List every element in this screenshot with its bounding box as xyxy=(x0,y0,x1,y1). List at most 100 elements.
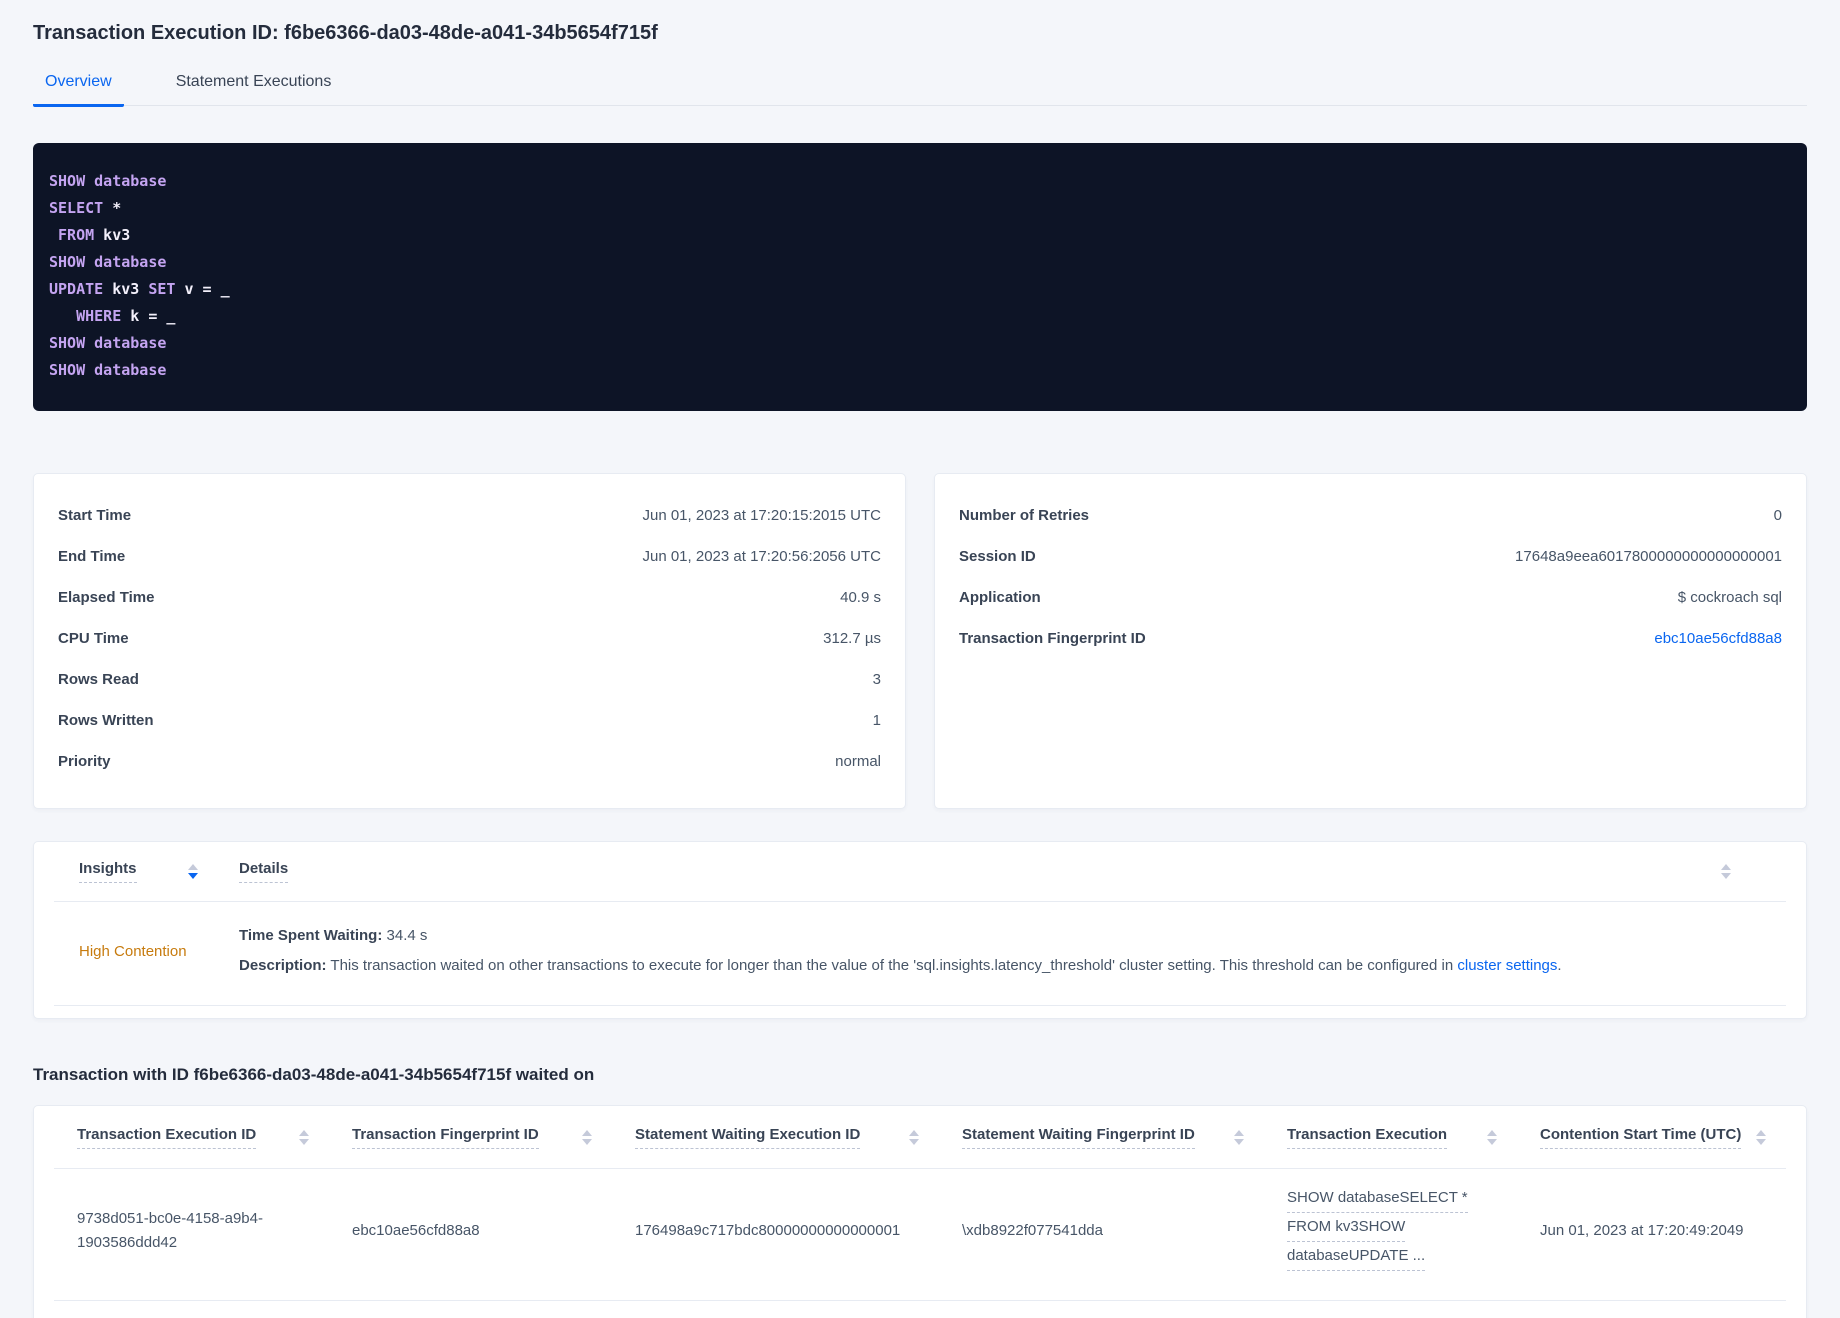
column-header-details[interactable]: Details xyxy=(214,860,1786,883)
column-label[interactable]: Statement Waiting Fingerprint ID xyxy=(962,1126,1195,1149)
summary-label: End Time xyxy=(58,548,126,565)
sort-arrows-icon[interactable] xyxy=(1756,1129,1766,1145)
summary-label: Application xyxy=(959,589,1041,606)
summary-value: normal xyxy=(835,753,881,770)
sql-keyword: SHOW database xyxy=(49,172,167,190)
transaction-fingerprint-id-link[interactable]: ebc10ae56cfd88a8 xyxy=(1654,630,1782,647)
sort-arrows-icon[interactable] xyxy=(909,1129,919,1145)
sql-keyword: SET xyxy=(148,280,176,298)
column-header-transaction-execution[interactable]: Transaction Execution xyxy=(1264,1106,1517,1168)
sort-arrows-icon[interactable] xyxy=(299,1129,309,1145)
column-label[interactable]: Transaction Execution xyxy=(1287,1126,1448,1149)
tab-overview[interactable]: Overview xyxy=(33,73,124,107)
summary-value: 17648a9eea6017800000000000000001 xyxy=(1515,548,1782,565)
sort-arrows-icon[interactable] xyxy=(188,864,198,879)
summary-label: Number of Retries xyxy=(959,507,1090,524)
summary-row-application: Application $ cockroach sql xyxy=(959,577,1782,618)
sql-keyword: UPDATE xyxy=(49,280,104,298)
transaction-execution-preview-line[interactable]: FROM kv3SHOW xyxy=(1287,1216,1406,1242)
page-title: Transaction Execution ID: f6be6366-da03-… xyxy=(33,22,658,44)
sql-keyword: SELECT xyxy=(49,199,104,217)
summary-label: Transaction Fingerprint ID xyxy=(959,630,1146,647)
column-label[interactable]: Statement Waiting Execution ID xyxy=(635,1126,861,1149)
summary-row-cpu-time: CPU Time 312.7 µs xyxy=(58,618,881,659)
sql-line: SELECT * xyxy=(49,195,1791,222)
transaction-sql-box: SHOW database SELECT * FROM kv3 SHOW datab… xyxy=(33,143,1807,411)
column-header-transaction-fingerprint-id[interactable]: Transaction Fingerprint ID xyxy=(329,1106,612,1168)
summary-row-rows-written: Rows Written 1 xyxy=(58,700,881,741)
column-header-statement-waiting-execution-id[interactable]: Statement Waiting Execution ID xyxy=(612,1106,939,1168)
summary-label: Priority xyxy=(58,753,111,770)
summary-label: Rows Written xyxy=(58,712,154,729)
summary-row-elapsed-time: Elapsed Time 40.9 s xyxy=(58,577,881,618)
sql-text: * xyxy=(103,199,122,217)
summary-row-start-time: Start Time Jun 01, 2023 at 17:20:15:2015 … xyxy=(58,495,881,536)
sql-line: SHOW database xyxy=(49,330,1791,357)
sort-arrows-icon[interactable] xyxy=(1234,1129,1244,1145)
insights-table: Insights Details High Contention Time Sp… xyxy=(33,841,1807,1019)
sort-arrows-icon[interactable] xyxy=(1487,1129,1497,1145)
sort-arrows-icon[interactable] xyxy=(1721,864,1731,879)
cell-transaction-execution: SHOW databaseSELECT * FROM kv3SHOW databas… xyxy=(1264,1187,1517,1274)
column-header-insights[interactable]: Insights xyxy=(54,860,214,883)
sql-text xyxy=(49,307,76,325)
cell-statement-waiting-execution-id: 176498a9c717bdc80000000000000001 xyxy=(635,1221,901,1239)
summary-row-rows-read: Rows Read 3 xyxy=(58,659,881,700)
transaction-execution-preview-line[interactable]: databaseUPDATE ... xyxy=(1287,1245,1426,1271)
summary-value: Jun 01, 2023 at 17:20:56:2056 UTC xyxy=(642,548,881,565)
summary-label: CPU Time xyxy=(58,630,129,647)
sql-text: kv3 xyxy=(103,280,149,298)
waited-on-section-title: Transaction with ID f6be6366-da03-48de-a… xyxy=(33,1065,595,1084)
insight-details: Time Spent Waiting: 34.4 s Description: … xyxy=(214,921,1786,981)
waited-on-table: Transaction Execution ID Transaction Fing… xyxy=(33,1105,1807,1318)
sql-keyword: SHOW database xyxy=(49,361,167,379)
summary-value: Jun 01, 2023 at 17:20:15:2015 UTC xyxy=(642,507,881,524)
sort-arrows-icon[interactable] xyxy=(582,1129,592,1145)
summary-card-session: Number of Retries 0 Session ID 17648a9eea60… xyxy=(934,473,1807,809)
insights-column-label[interactable]: Insights xyxy=(79,860,137,883)
sql-line: SHOW database xyxy=(49,249,1791,276)
cell-transaction-execution-id: 9738d051-bc0e-4158-a9b4-1903586ddd42 xyxy=(77,1209,263,1251)
sql-text xyxy=(49,226,58,244)
sql-line: SHOW database xyxy=(49,168,1791,195)
sql-keyword: SHOW database xyxy=(49,334,167,352)
sql-text: k = _ xyxy=(121,307,176,325)
details-column-label[interactable]: Details xyxy=(239,860,289,883)
column-label[interactable]: Contention Start Time (UTC) xyxy=(1540,1126,1742,1149)
column-label[interactable]: Transaction Fingerprint ID xyxy=(352,1126,539,1149)
summary-row-session-id: Session ID 17648a9eea60178000000000000000… xyxy=(959,536,1782,577)
summary-value: 0 xyxy=(1773,507,1782,524)
tab-statement-executions[interactable]: Statement Executions xyxy=(175,73,332,90)
insight-type-badge: High Contention xyxy=(79,942,187,960)
sql-line: WHERE k = _ xyxy=(49,303,1791,330)
summary-row-transaction-fingerprint-id: Transaction Fingerprint ID ebc10ae56cfd88… xyxy=(959,618,1782,659)
description-text: This transaction waited on other transac… xyxy=(326,957,1458,974)
description-line: Description: This transaction waited on … xyxy=(239,951,1786,981)
summary-row-end-time: End Time Jun 01, 2023 at 17:20:56:2056 UT… xyxy=(58,536,881,577)
column-label[interactable]: Transaction Execution ID xyxy=(77,1126,257,1149)
summary-cards-row: Start Time Jun 01, 2023 at 17:20:15:2015 … xyxy=(33,473,1807,809)
cell-contention-start-time: Jun 01, 2023 at 17:20:49:2049 xyxy=(1540,1221,1744,1239)
transaction-execution-preview-line[interactable]: SHOW databaseSELECT * xyxy=(1287,1187,1468,1213)
sql-text: v = _ xyxy=(175,280,230,298)
summary-row-number-of-retries: Number of Retries 0 xyxy=(959,495,1782,536)
insight-row: High Contention Time Spent Waiting: 34.4… xyxy=(54,902,1786,1006)
waited-on-table-header: Transaction Execution ID Transaction Fing… xyxy=(54,1106,1786,1169)
table-row: 9738d051-bc0e-4158-a9b4-1903586ddd42 ebc1… xyxy=(54,1169,1786,1301)
sql-keyword: FROM xyxy=(58,226,95,244)
summary-value: 1 xyxy=(872,712,881,729)
sql-text: kv3 xyxy=(94,226,131,244)
insights-table-header: Insights Details xyxy=(54,842,1786,902)
cell-transaction-fingerprint-id: ebc10ae56cfd88a8 xyxy=(352,1221,480,1239)
column-header-statement-waiting-fingerprint-id[interactable]: Statement Waiting Fingerprint ID xyxy=(939,1106,1264,1168)
sql-line: FROM kv3 xyxy=(49,222,1791,249)
column-header-transaction-execution-id[interactable]: Transaction Execution ID xyxy=(54,1106,329,1168)
cluster-settings-link[interactable]: cluster settings xyxy=(1457,957,1558,974)
summary-value: $ cockroach sql xyxy=(1677,589,1782,606)
summary-card-timing: Start Time Jun 01, 2023 at 17:20:15:2015 … xyxy=(33,473,906,809)
summary-value: 312.7 µs xyxy=(823,630,881,647)
summary-value: 40.9 s xyxy=(840,589,881,606)
column-header-contention-start-time[interactable]: Contention Start Time (UTC) xyxy=(1517,1106,1786,1168)
description-label: Description: xyxy=(239,957,327,974)
